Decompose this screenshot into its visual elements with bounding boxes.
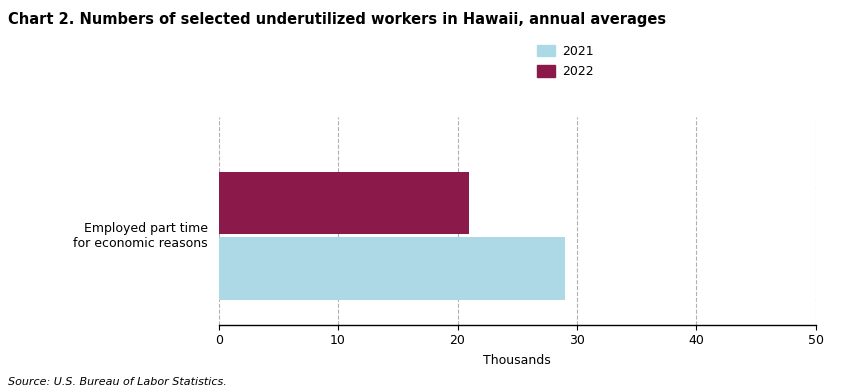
Bar [219, 0, 696, 4]
Text: Source: U.S. Bureau of Labor Statistics.: Source: U.S. Bureau of Labor Statistics. [8, 377, 227, 387]
Text: Chart 2. Numbers of selected underutilized workers in Hawaii, annual averages: Chart 2. Numbers of selected underutiliz… [8, 12, 667, 27]
Legend: 2021, 2022: 2021, 2022 [537, 45, 593, 78]
Bar [219, 172, 469, 234]
X-axis label: Thousands: Thousands [484, 354, 551, 367]
Bar [219, 237, 565, 300]
